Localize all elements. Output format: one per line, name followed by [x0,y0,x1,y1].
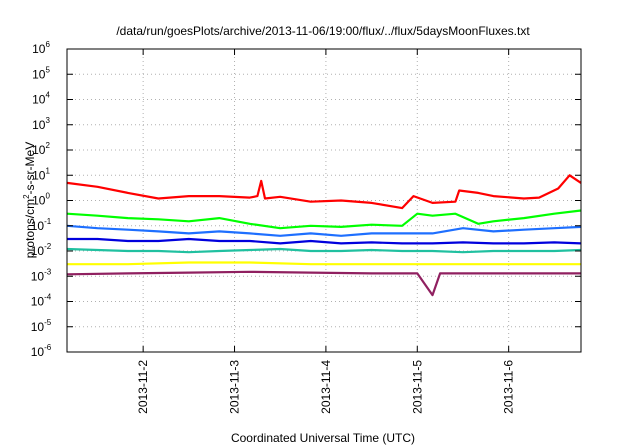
y-tick-exponent: 4 [45,91,50,100]
series-group [66,174,582,297]
y-ticks: 10-610-510-410-310-210-11001011021031041… [31,40,581,359]
x-axis-label: Coordinated Universal Time (UTC) [231,431,415,445]
x-tick-label: 2013-11-4 [319,360,333,414]
y-tick-exponent: 1 [45,166,50,175]
y-tick-label: 101 [32,166,50,182]
chart-title: /data/run/goesPlots/archive/2013-11-06/1… [116,24,530,38]
x-tick-label: 2013-11-2 [136,360,150,414]
series-line-2 [66,209,582,230]
y-tick-exponent: -3 [44,267,52,276]
y-tick-exponent: -6 [44,343,52,352]
series-line-1 [66,174,582,210]
y-tick-label: 102 [32,141,50,157]
y-tick-label: 10-1 [31,217,52,233]
series-line-5 [66,247,582,254]
y-axis-label: protons/cm2-s-sr-MeV [22,142,37,258]
series-line-3 [66,224,582,237]
y-axis-label-sup: 2 [22,194,31,199]
y-tick-exponent: 0 [45,192,50,201]
series-line-4 [67,237,582,245]
x-tick-label: 2013-11-6 [502,360,516,414]
y-tick-exponent: 2 [45,141,50,150]
y-tick-exponent: -5 [44,318,52,327]
y-tick-exponent: -1 [44,217,52,226]
y-axis-label-rest: -s-sr-MeV [23,142,37,195]
y-tick-label: 10-3 [31,267,52,283]
y-tick-exponent: 6 [45,40,50,49]
y-tick-label: 100 [32,192,50,208]
y-tick-label: 106 [32,40,50,56]
x-ticks: 2013-11-2 2013-11-3 2013-11-4 2013-11-5 2013… [136,49,516,414]
y-tick-label: 104 [32,91,50,107]
y-tick-label: 10-4 [31,293,52,309]
y-tick-label: 10-2 [31,242,52,258]
x-tick-label: 2013-11-3 [228,360,242,414]
y-tick-exponent: -2 [44,242,52,251]
y-tick-label: 103 [32,116,50,132]
series-line-6 [67,261,581,266]
y-tick-label: 10-5 [31,318,52,334]
series-line-7 [66,270,581,297]
y-tick-exponent: 5 [45,65,50,74]
y-tick-label: 10-6 [31,343,52,359]
y-axis-label-base: protons/cm [23,199,37,258]
y-tick-label: 105 [32,65,50,81]
x-tick-label: 2013-11-5 [410,360,424,414]
y-tick-exponent: 3 [45,116,50,125]
y-tick-exponent: -4 [44,293,52,302]
